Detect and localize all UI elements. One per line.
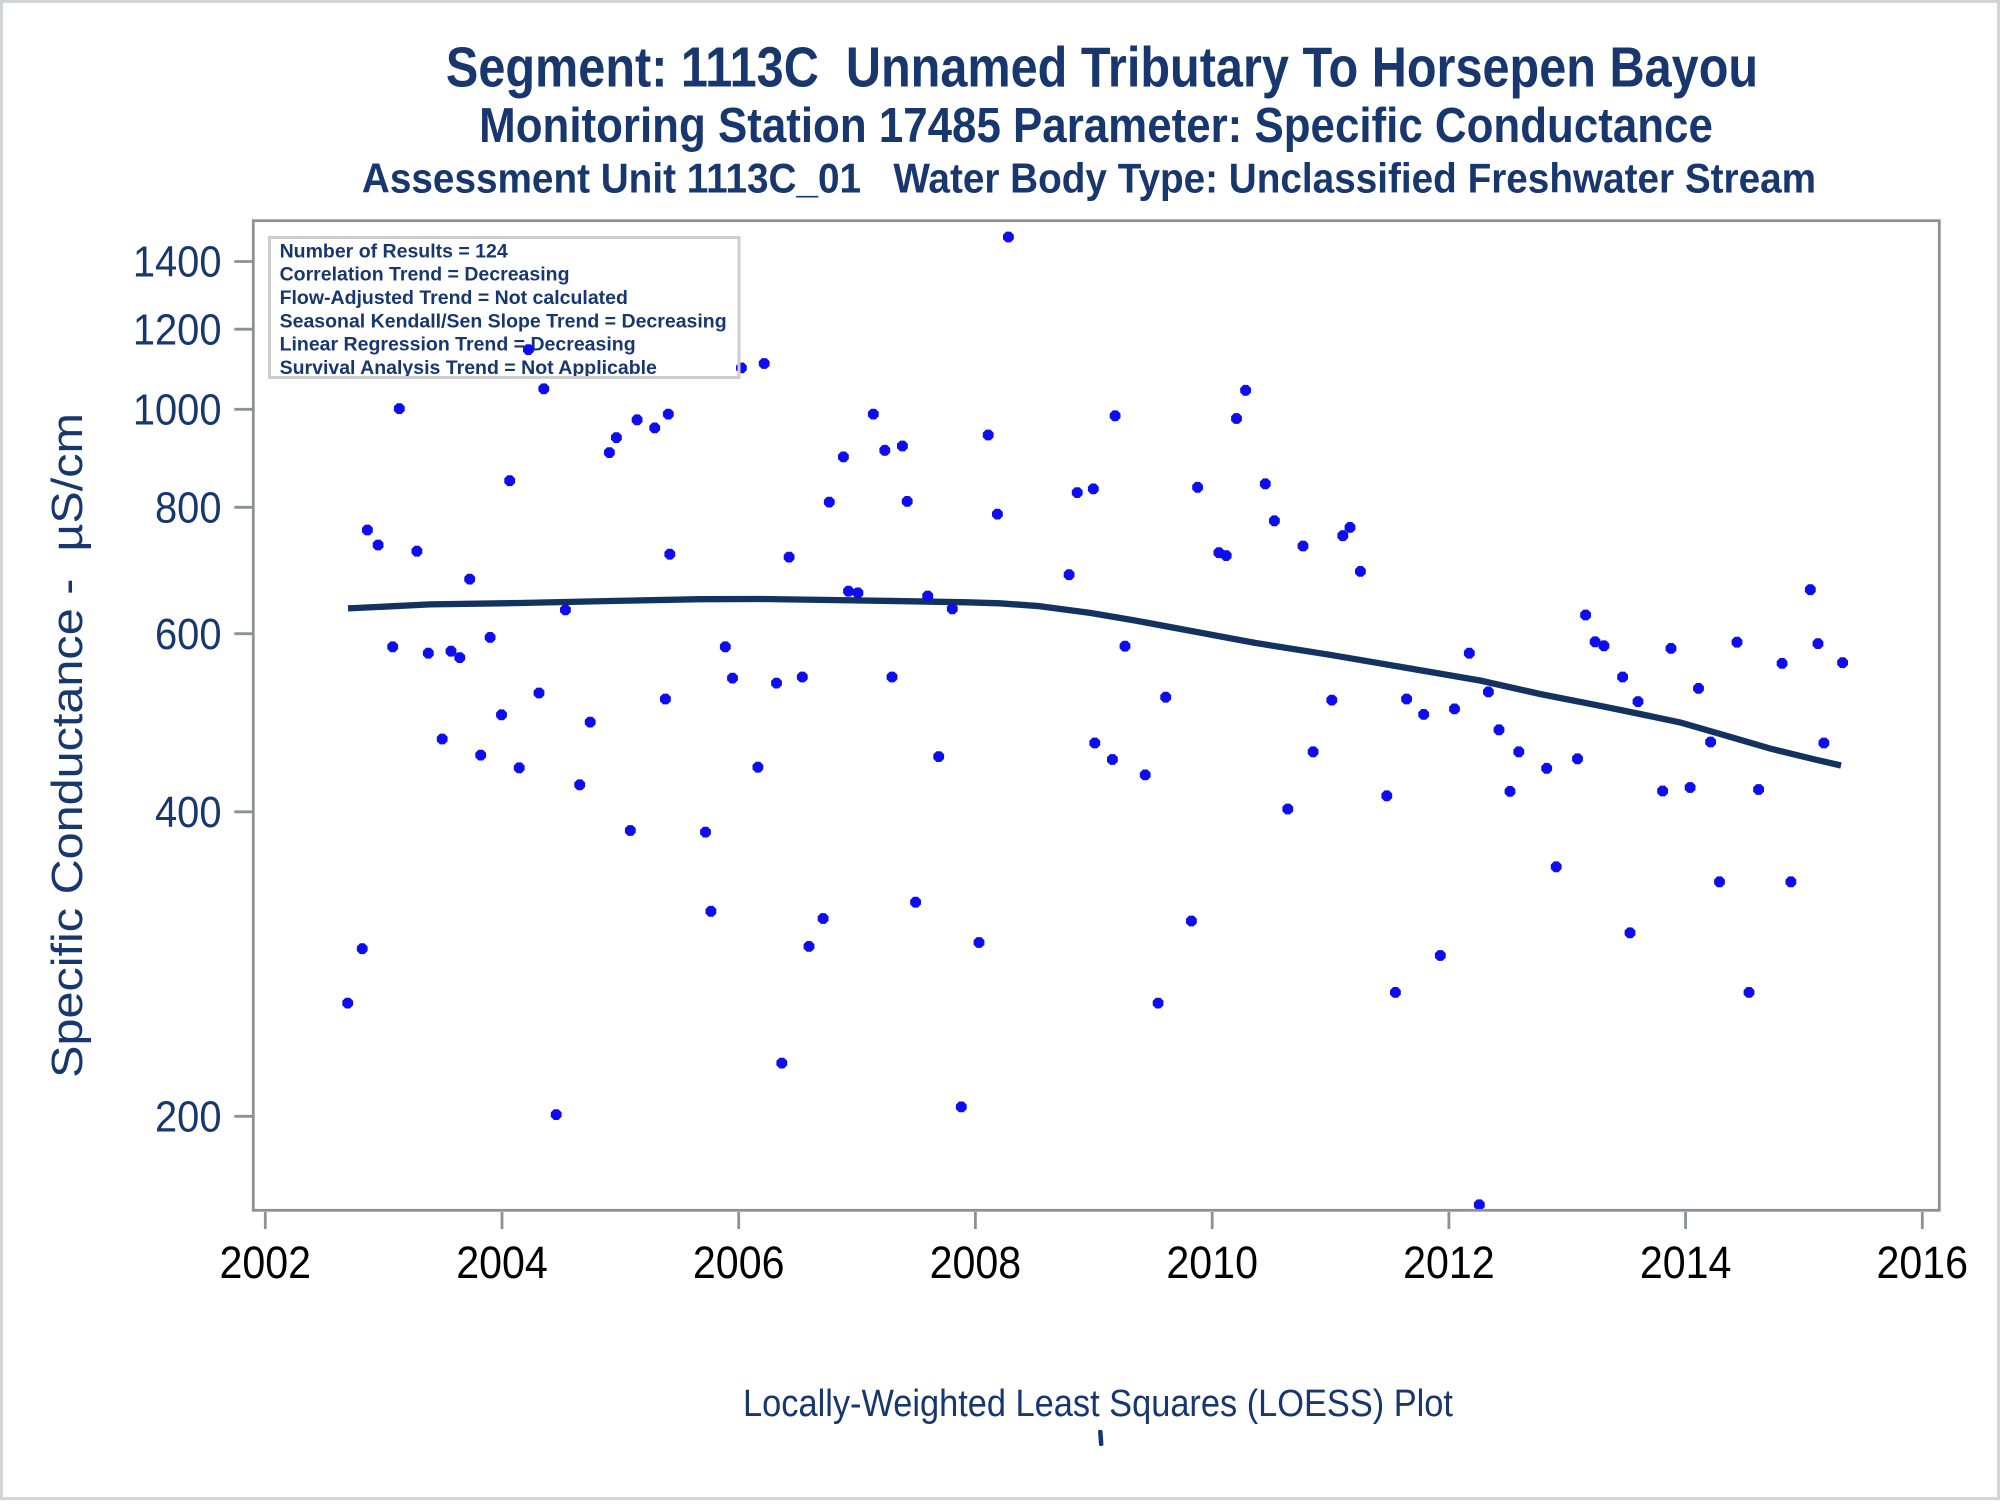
svg-text:200: 200 [155, 1092, 221, 1141]
svg-text:2002: 2002 [220, 1238, 312, 1288]
svg-text:Monitoring Station 17485 Param: Monitoring Station 17485 Parameter: Spec… [479, 98, 1713, 153]
svg-text:Specific Conductance - µS/cm: Specific Conductance - µS/cm [42, 413, 91, 1078]
svg-text:800: 800 [155, 483, 221, 532]
svg-text:2006: 2006 [693, 1238, 785, 1288]
svg-text:1400: 1400 [133, 237, 222, 286]
svg-text:2014: 2014 [1640, 1238, 1732, 1288]
svg-text:2016: 2016 [1877, 1238, 1969, 1288]
svg-text:2012: 2012 [1403, 1238, 1495, 1288]
svg-text:2004: 2004 [456, 1238, 548, 1288]
svg-text:2008: 2008 [930, 1238, 1022, 1288]
svg-text:Number of Results = 124: Number of Results = 124 [280, 240, 508, 262]
svg-text:Survival Analysis Trend = Not: Survival Analysis Trend = Not Applicable [280, 357, 657, 379]
svg-text:600: 600 [155, 609, 221, 658]
svg-text:Linear Regression Trend = Decr: Linear Regression Trend = Decreasing [280, 334, 636, 356]
svg-text:Seasonal Kendall/Sen Slope Tre: Seasonal Kendall/Sen Slope Trend = Decre… [280, 310, 727, 332]
svg-text:Correlation Trend = Decreasing: Correlation Trend = Decreasing [280, 264, 570, 286]
svg-text:1000: 1000 [133, 385, 222, 434]
svg-text:400: 400 [155, 787, 221, 836]
svg-text:1200: 1200 [133, 304, 222, 353]
svg-text:Assessment Unit 1113C_01 Wat: Assessment Unit 1113C_01 Water Body Type… [362, 156, 1816, 201]
svg-text:2010: 2010 [1166, 1238, 1258, 1288]
svg-text:Locally-Weighted Least Squares: Locally-Weighted Least Squares (LOESS) P… [743, 1381, 1453, 1424]
svg-text:Flow-Adjusted Trend = Not calc: Flow-Adjusted Trend = Not calculated [280, 287, 628, 309]
svg-text:Segment: 1113C Unnamed Tribut: Segment: 1113C Unnamed Tributary To Hors… [446, 36, 1758, 99]
